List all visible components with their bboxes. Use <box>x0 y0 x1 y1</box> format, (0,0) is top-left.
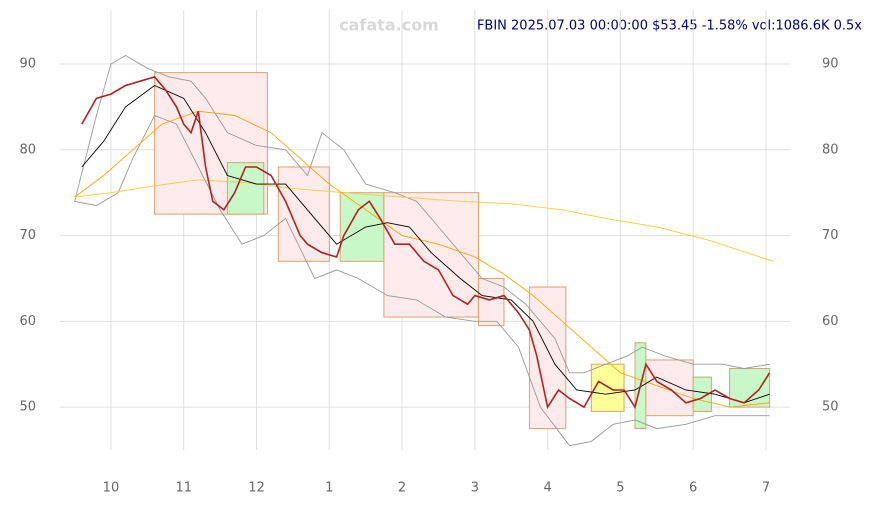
watermark: cafata.com <box>339 16 439 35</box>
y-tick-label-right: 70 <box>822 228 839 243</box>
range-box <box>339 192 385 262</box>
range-box <box>645 359 694 417</box>
x-tick-label: 2 <box>398 481 406 496</box>
x-tick-label: 12 <box>248 481 265 496</box>
y-tick-label: 90 <box>19 57 36 72</box>
range-box <box>692 376 712 412</box>
series-line <box>74 54 770 374</box>
range-box <box>277 166 330 262</box>
range-box <box>590 363 625 412</box>
y-tick-label: 70 <box>19 228 36 243</box>
x-tick-label: 10 <box>103 481 120 496</box>
series-line <box>74 114 770 447</box>
y-tick-label: 60 <box>19 314 36 329</box>
range-box <box>226 162 265 215</box>
chart-title: FBIN 2025.07.03 00:00:00 $53.45 -1.58% v… <box>477 19 862 34</box>
y-tick-label-right: 50 <box>822 400 839 415</box>
range-box <box>383 192 479 318</box>
x-tick-label: 7 <box>762 481 770 496</box>
x-tick-label: 6 <box>689 481 697 496</box>
x-tick-label: 1 <box>325 481 333 496</box>
series-line <box>81 75 771 410</box>
y-tick-label-right: 60 <box>822 314 839 329</box>
series-line <box>81 84 770 404</box>
x-tick-label: 3 <box>471 481 479 496</box>
x-tick-label: 11 <box>175 481 192 496</box>
y-tick-label-right: 80 <box>822 142 839 157</box>
x-tick-label: 5 <box>616 481 624 496</box>
series-line <box>74 179 774 262</box>
y-tick-label: 80 <box>19 142 36 157</box>
x-tick-label: 4 <box>543 481 551 496</box>
y-tick-label-right: 90 <box>822 57 839 72</box>
y-tick-label: 50 <box>19 400 36 415</box>
range-box <box>477 277 505 327</box>
